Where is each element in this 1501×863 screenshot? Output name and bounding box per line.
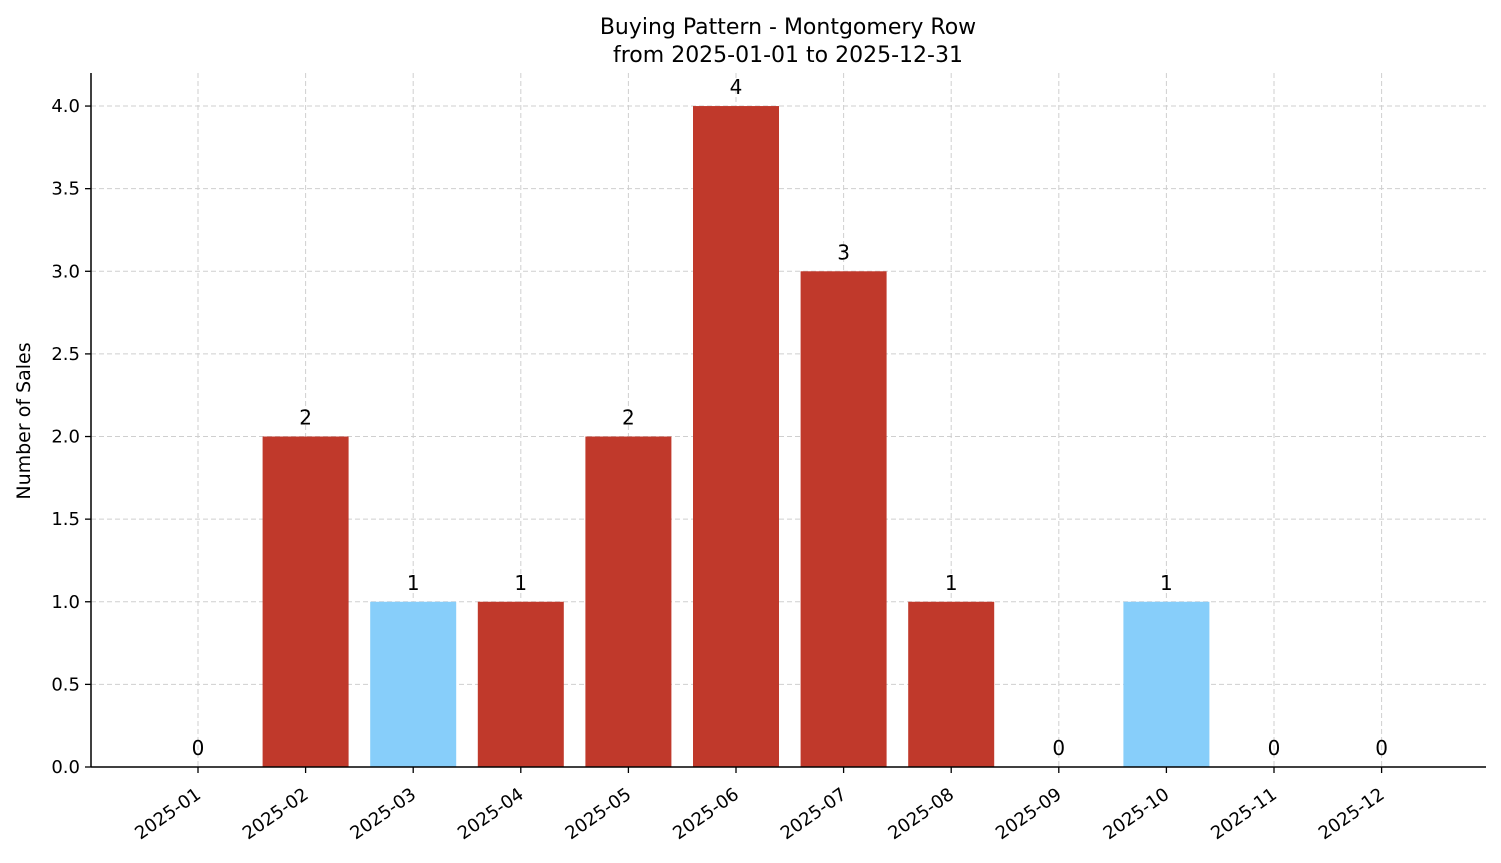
bar-value-label: 2 <box>299 406 312 430</box>
bar <box>370 601 457 767</box>
bar-value-label: 1 <box>1160 571 1173 595</box>
bar-value-label: 1 <box>407 571 420 595</box>
bar-value-label: 0 <box>1052 736 1065 760</box>
bar <box>477 601 564 767</box>
x-tick-label: 2025-12 <box>1315 784 1389 844</box>
bar-value-label: 0 <box>1375 736 1388 760</box>
x-tick-label: 2025-02 <box>239 784 313 844</box>
x-tick-label: 2025-10 <box>1100 784 1174 844</box>
bar-value-label: 1 <box>945 571 958 595</box>
x-tick-label: 2025-08 <box>884 784 958 844</box>
bar <box>262 436 349 767</box>
bar-value-label: 3 <box>837 240 850 264</box>
y-tick-label: 2.5 <box>51 344 80 365</box>
bar <box>585 436 672 767</box>
bar-value-label: 1 <box>514 571 527 595</box>
bar <box>800 271 887 767</box>
x-tick-label: 2025-07 <box>777 784 851 844</box>
chart-title-line1: Buying Pattern - Montgomery Row <box>600 15 976 40</box>
bar <box>908 601 995 767</box>
y-tick-label: 3.5 <box>51 179 80 200</box>
bar <box>1123 601 1210 767</box>
x-tick-label: 2025-05 <box>562 784 636 844</box>
bars <box>262 106 1210 768</box>
bar <box>693 106 779 768</box>
chart-title-line2: from 2025-01-01 to 2025-12-31 <box>613 43 963 68</box>
y-tick-label: 4.0 <box>51 96 80 117</box>
y-tick-label: 3.0 <box>51 261 80 282</box>
y-axis-label: Number of Sales <box>13 342 35 499</box>
y-tick-label: 2.0 <box>51 427 80 448</box>
x-tick-label: 2025-03 <box>346 784 420 844</box>
x-tick-label: 2025-11 <box>1207 784 1281 844</box>
y-tick-label: 1.5 <box>51 509 80 530</box>
y-tick-label: 0.5 <box>51 674 80 695</box>
bar-value-label: 4 <box>730 75 743 99</box>
x-tick-label: 2025-09 <box>992 784 1066 844</box>
x-tick-label: 2025-01 <box>131 784 205 844</box>
bar-value-label: 2 <box>622 406 635 430</box>
axes <box>85 73 1486 773</box>
bar-value-label: 0 <box>1268 736 1281 760</box>
x-tick-label: 2025-06 <box>669 784 743 844</box>
bar-value-label: 0 <box>192 736 205 760</box>
x-tick-label: 2025-04 <box>454 784 528 844</box>
y-tick-label: 1.0 <box>51 592 80 613</box>
y-tick-label: 0.0 <box>51 757 80 778</box>
